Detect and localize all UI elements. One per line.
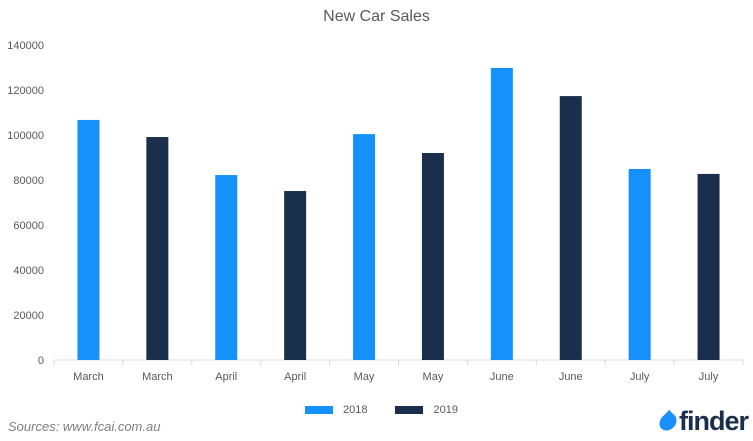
y-tick-label: 40000 [13,265,44,277]
bar-may-2019 [421,153,444,360]
y-tick-label: 100000 [7,130,44,142]
x-tick-label: March [142,371,173,383]
legend-item-2018: 2018 [305,404,367,416]
source-note: Sources: www.fcai.com.au [8,419,161,434]
legend: 2018 2019 [305,404,458,416]
y-tick-label: 140000 [7,40,44,52]
legend-item-2019: 2019 [395,404,458,416]
x-tick-label: April [215,371,237,383]
bar-march-2019 [146,137,169,360]
y-tick-label: 60000 [13,220,44,232]
x-tick-label: July [630,371,650,383]
search-drop-icon [655,409,681,434]
legend-label: 2019 [433,404,458,416]
legend-swatch [395,406,424,414]
y-tick-label: 0 [38,355,44,367]
bar-april-2018 [215,175,238,360]
bar-june-2018 [490,67,513,360]
bar-june-2019 [559,96,582,360]
y-tick-label: 20000 [13,310,44,322]
bar-july-2019 [697,173,720,360]
bar-march-2018 [77,119,100,360]
chart-title: New Car Sales [323,8,430,25]
bar-may-2018 [353,134,376,360]
x-tick-label: May [423,371,444,383]
y-tick-label: 80000 [13,175,44,187]
x-tick-label: July [699,371,719,383]
logo-text: finder [678,406,749,436]
x-tick-label: June [490,371,514,383]
legend-label: 2018 [343,404,368,416]
x-tick-label: April [284,371,306,383]
x-tick-label: March [73,371,104,383]
x-tick-label: June [559,371,583,383]
finder-logo: finder [655,406,749,437]
bar-july-2018 [628,168,651,360]
x-tick-label: May [354,371,375,383]
y-tick-label: 120000 [7,85,44,97]
bar-april-2019 [284,191,307,360]
legend-swatch [305,406,333,414]
